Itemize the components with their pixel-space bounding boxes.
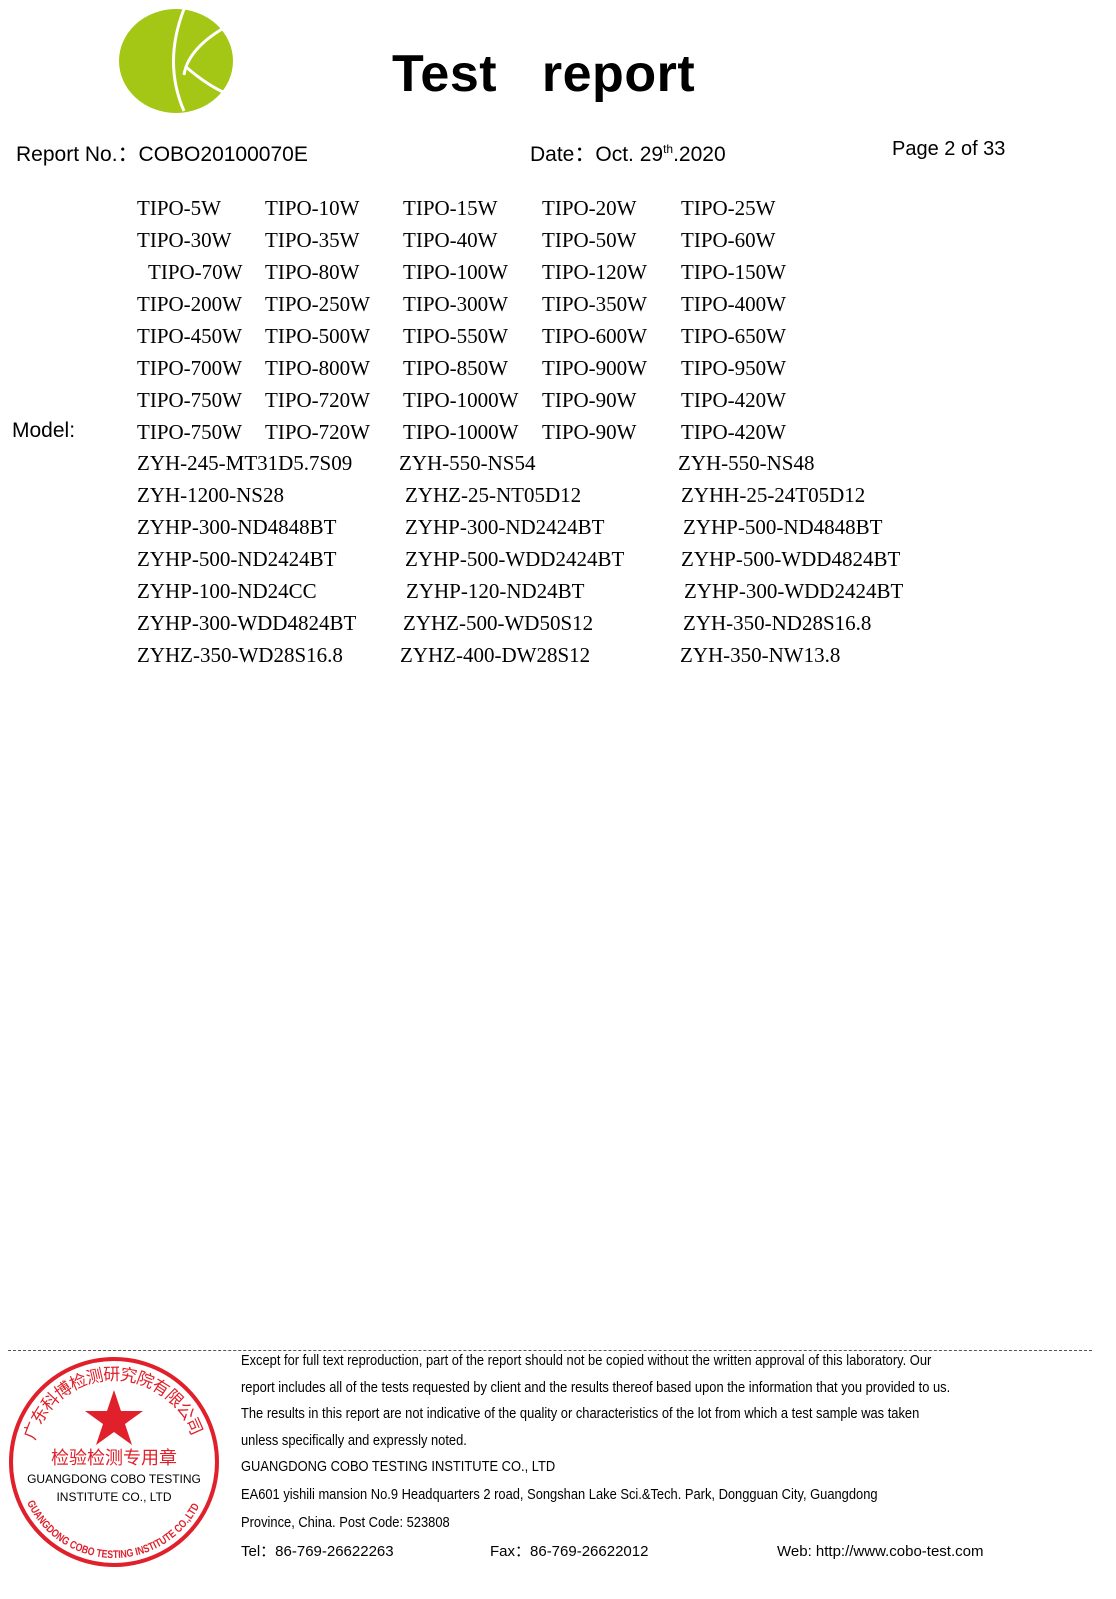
inspection-stamp: 广东科博检测研究院有限公司 GUANGDONG COBO TESTING INS… xyxy=(9,1357,219,1567)
model-item: ZYH-550-NS54 xyxy=(399,451,536,475)
footer-line: report includes all of the tests request… xyxy=(241,1379,951,1396)
model-item: TIPO-350W xyxy=(542,292,647,316)
model-item: ZYHP-500-WDD4824BT xyxy=(681,547,901,571)
model-item: TIPO-850W xyxy=(403,356,508,380)
model-item: TIPO-900W xyxy=(542,356,647,380)
model-item: TIPO-720W xyxy=(265,420,370,444)
model-item: TIPO-70W xyxy=(148,260,243,284)
model-item: ZYHP-300-WDD2424BT xyxy=(684,579,904,603)
model-item: TIPO-420W xyxy=(681,388,786,412)
model-item: TIPO-90W xyxy=(542,420,637,444)
model-item: TIPO-500W xyxy=(265,324,370,348)
model-item: ZYHZ-350-WD28S16.8 xyxy=(137,643,343,667)
model-item: ZYHZ-400-DW28S12 xyxy=(400,643,591,667)
footer-web[interactable]: Web: http://www.cobo-test.com xyxy=(777,1543,984,1560)
footer-line: Except for full text reproduction, part … xyxy=(241,1352,932,1369)
cobo-logo xyxy=(119,8,233,113)
model-item: TIPO-10W xyxy=(265,196,360,220)
footer-line: GUANGDONG COBO TESTING INSTITUTE CO., LT… xyxy=(241,1458,556,1475)
footer-fax: Fax：86-769-26622012 xyxy=(490,1543,649,1560)
model-item: ZYH-550-NS48 xyxy=(678,451,815,475)
model-item: TIPO-40W xyxy=(403,228,498,252)
date-day: Oct. 29 xyxy=(595,143,664,166)
model-item: TIPO-400W xyxy=(681,292,786,316)
report-number-label: Report No.： xyxy=(16,143,139,166)
model-item: TIPO-700W xyxy=(137,356,242,380)
footer-line: The results in this report are not indic… xyxy=(241,1405,920,1422)
model-item: ZYHZ-500-WD50S12 xyxy=(403,611,594,635)
model-item: ZYH-1200-NS28 xyxy=(137,483,284,507)
model-item: ZYHP-120-ND24BT xyxy=(406,579,585,603)
model-item: TIPO-30W xyxy=(137,228,232,252)
footer-line: Province, China. Post Code: 523808 xyxy=(241,1514,450,1531)
model-item: ZYHP-500-ND4848BT xyxy=(683,515,883,539)
model-item: ZYHP-300-WDD4824BT xyxy=(137,611,357,635)
model-item: TIPO-300W xyxy=(403,292,508,316)
model-item: TIPO-200W xyxy=(137,292,242,316)
model-item: TIPO-650W xyxy=(681,324,786,348)
model-item: TIPO-750W xyxy=(137,388,242,412)
report-number: Report No.：COBO20100070E xyxy=(16,138,308,168)
model-item: TIPO-80W xyxy=(265,260,360,284)
model-item: ZYHP-300-ND2424BT xyxy=(405,515,605,539)
model-item: ZYHP-300-ND4848BT xyxy=(137,515,337,539)
model-item: TIPO-420W xyxy=(681,420,786,444)
model-item: TIPO-950W xyxy=(681,356,786,380)
report-date: Date：Oct. 29th.2020 xyxy=(530,138,726,168)
footer-divider xyxy=(8,1350,1092,1351)
model-item: ZYH-350-NW13.8 xyxy=(680,643,841,667)
page-number: Page 2 of 33 xyxy=(892,138,1006,160)
model-item: TIPO-35W xyxy=(265,228,360,252)
footer-line: EA601 yishili mansion No.9 Headquarters … xyxy=(241,1486,878,1503)
model-item: TIPO-20W xyxy=(542,196,637,220)
model-item: TIPO-25W xyxy=(681,196,776,220)
model-item: TIPO-100W xyxy=(403,260,508,284)
model-item: TIPO-15W xyxy=(403,196,498,220)
model-label: Model: xyxy=(12,419,76,442)
stamp-overlay-line1: GUANGDONG COBO TESTING xyxy=(27,1472,201,1486)
model-item: TIPO-50W xyxy=(542,228,637,252)
report-number-value: COBO20100070E xyxy=(138,143,308,166)
model-item: TIPO-1000W xyxy=(403,388,519,412)
model-item: ZYHZ-25-NT05D12 xyxy=(405,483,582,507)
date-suffix: th xyxy=(663,142,674,156)
model-item: TIPO-250W xyxy=(265,292,370,316)
model-item: TIPO-90W xyxy=(542,388,637,412)
model-item: TIPO-800W xyxy=(265,356,370,380)
model-item: TIPO-1000W xyxy=(403,420,519,444)
model-item: ZYHH-25-24T05D12 xyxy=(681,483,866,507)
model-item: TIPO-120W xyxy=(542,260,647,284)
page-title: Test report xyxy=(392,45,696,103)
model-item: ZYHP-100-ND24CC xyxy=(137,579,317,603)
model-item: TIPO-550W xyxy=(403,324,508,348)
model-item: TIPO-450W xyxy=(137,324,242,348)
footer-tel: Tel：86-769-26622263 xyxy=(241,1543,394,1560)
model-item: TIPO-750W xyxy=(137,420,242,444)
stamp-ring-en: GUANGDONG COBO TESTING INSTITUTE CO.,LTD xyxy=(24,1498,202,1561)
model-item: ZYH-350-ND28S16.8 xyxy=(683,611,872,635)
model-item: TIPO-720W xyxy=(265,388,370,412)
model-item: TIPO-150W xyxy=(681,260,786,284)
date-year: .2020 xyxy=(673,143,726,166)
model-item: ZYHP-500-ND2424BT xyxy=(137,547,337,571)
stamp-overlay-line2: INSTITUTE CO., LTD xyxy=(56,1490,171,1504)
stamp-center-cn: 检验检测专用章 xyxy=(51,1448,177,1469)
footer-line: unless specifically and expressly noted. xyxy=(241,1432,467,1449)
model-item: TIPO-60W xyxy=(681,228,776,252)
model-item: TIPO-5W xyxy=(137,196,221,220)
stamp-star-icon xyxy=(85,1390,143,1445)
model-item: ZYH-245-MT31D5.7S09 xyxy=(137,451,353,475)
model-item: TIPO-600W xyxy=(542,324,647,348)
date-label: Date： xyxy=(530,143,596,166)
model-item: ZYHP-500-WDD2424BT xyxy=(405,547,625,571)
